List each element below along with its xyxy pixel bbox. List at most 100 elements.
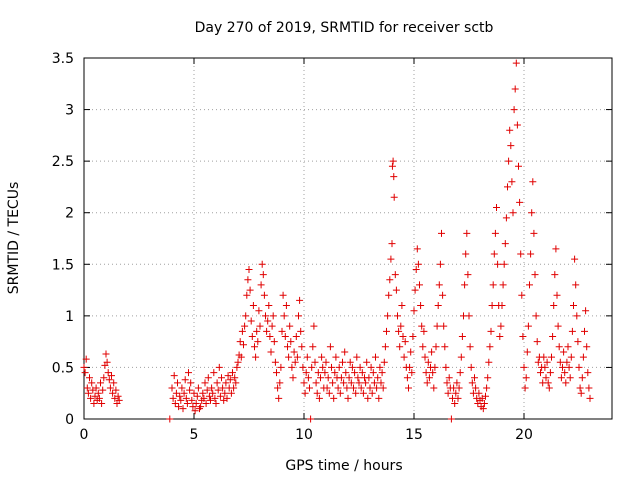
data-point — [214, 386, 222, 394]
data-point — [467, 363, 475, 371]
data-point — [376, 363, 384, 371]
data-point — [388, 162, 396, 170]
data-point — [453, 379, 461, 387]
data-point — [363, 358, 371, 366]
data-point — [269, 312, 277, 320]
data-point — [533, 338, 541, 346]
data-point — [497, 322, 505, 330]
data-point — [188, 396, 196, 404]
data-point — [541, 363, 549, 371]
data-point — [310, 322, 318, 330]
data-point — [241, 322, 249, 330]
data-point — [312, 379, 320, 387]
data-point — [256, 322, 264, 330]
data-point — [428, 348, 436, 356]
data-point — [291, 358, 299, 366]
data-point — [444, 389, 452, 397]
data-point — [399, 332, 407, 340]
x-axis-label: GPS time / hours — [285, 458, 402, 474]
data-point — [314, 369, 322, 377]
data-point — [551, 271, 559, 279]
data-point — [230, 384, 238, 392]
data-point — [451, 400, 459, 408]
data-point — [466, 343, 474, 351]
data-point — [559, 363, 566, 371]
data-point — [504, 183, 511, 191]
data-point — [110, 379, 118, 387]
data-point — [175, 403, 183, 411]
data-point — [199, 389, 207, 397]
data-point — [293, 353, 301, 361]
data-point — [417, 302, 425, 310]
data-point — [487, 327, 495, 335]
data-point — [183, 400, 191, 408]
data-point — [543, 358, 551, 366]
data-point — [464, 271, 472, 279]
data-point — [560, 348, 568, 356]
x-tick-label: 0 — [80, 427, 89, 443]
data-point — [379, 384, 387, 392]
data-point — [563, 358, 571, 366]
plot-frame — [83, 57, 613, 420]
data-point — [262, 312, 269, 320]
data-point — [248, 332, 256, 340]
data-point — [187, 379, 195, 387]
data-point — [579, 353, 587, 361]
data-point — [441, 343, 449, 351]
data-point — [567, 353, 575, 361]
data-point — [458, 332, 466, 340]
data-point — [554, 322, 562, 330]
data-point — [432, 343, 440, 351]
data-point — [556, 358, 564, 366]
data-point — [519, 332, 527, 340]
data-point — [531, 271, 539, 279]
y-tick-label: 1.5 — [52, 257, 74, 273]
data-point — [100, 374, 108, 382]
data-point — [501, 240, 509, 248]
data-point — [413, 245, 421, 253]
data-point — [204, 374, 212, 382]
data-point — [98, 400, 106, 408]
data-point — [280, 312, 288, 320]
data-point — [521, 384, 529, 392]
data-point — [452, 389, 460, 397]
data-point — [219, 384, 227, 392]
data-point — [285, 353, 293, 361]
data-point — [335, 363, 343, 371]
data-point — [103, 358, 111, 366]
data-point — [249, 302, 257, 310]
data-point — [471, 374, 478, 382]
data-point — [423, 379, 431, 387]
data-point — [575, 363, 583, 371]
data-point — [286, 322, 294, 330]
data-point — [208, 384, 216, 392]
data-point — [246, 286, 254, 294]
data-point — [296, 296, 304, 304]
data-point — [377, 379, 385, 387]
data-point — [581, 327, 588, 335]
data-point — [520, 363, 528, 371]
data-point — [109, 389, 117, 397]
data-point — [576, 384, 584, 392]
data-point — [586, 394, 594, 402]
data-point — [537, 369, 544, 377]
data-point — [380, 358, 388, 366]
data-point — [229, 369, 236, 377]
y-tick-label: 2.5 — [52, 154, 74, 170]
data-point — [540, 353, 548, 361]
data-point — [202, 400, 210, 408]
data-point — [572, 281, 580, 289]
data-point — [385, 291, 393, 299]
data-point — [190, 389, 198, 397]
data-point — [394, 312, 401, 320]
data-point — [80, 363, 88, 371]
data-point — [439, 291, 447, 299]
data-point — [526, 281, 533, 289]
data-point — [356, 363, 364, 371]
data-point — [344, 394, 352, 402]
data-point — [332, 353, 340, 361]
data-point — [549, 332, 557, 340]
data-point — [255, 307, 263, 315]
data-point — [359, 389, 367, 397]
